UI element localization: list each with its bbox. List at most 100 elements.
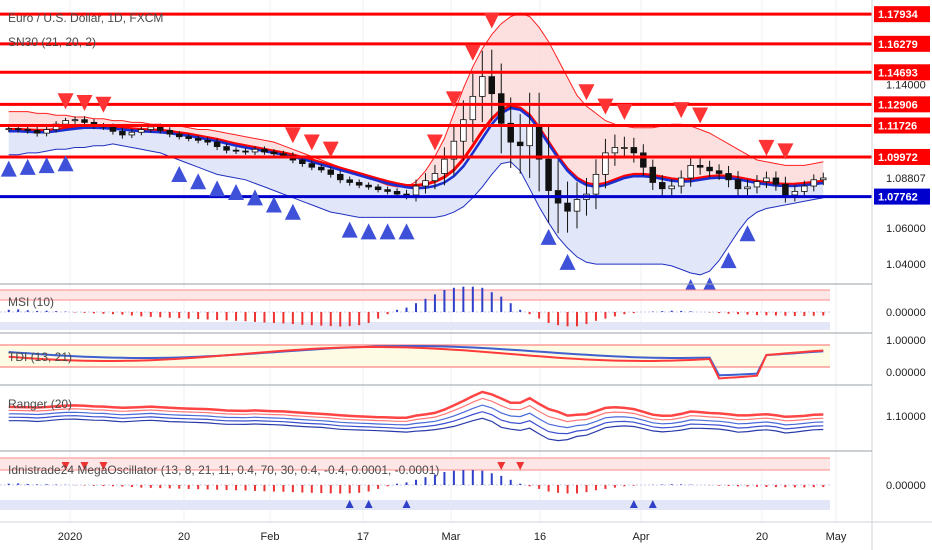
ranger-label: Ranger (20) [8, 397, 72, 411]
candle [573, 182, 581, 229]
x-label-4: Mar [442, 531, 461, 543]
price-tick-1: 1.06000 [886, 223, 926, 235]
level-tag-text-3: 1.12906 [878, 99, 918, 111]
x-label-1: 20 [178, 531, 190, 543]
level-tag-text-6: 1.07762 [878, 192, 918, 204]
candle-body [715, 170, 723, 174]
candle-body [810, 179, 818, 187]
candle-body [479, 76, 486, 97]
x-label-5: 16 [534, 531, 546, 543]
candle [820, 172, 827, 186]
msi-label: MSI (10) [8, 295, 54, 309]
bull-arrow [341, 221, 358, 238]
candle-body [71, 119, 79, 122]
bear-arrow [57, 93, 74, 110]
candle [355, 179, 363, 189]
candle-body [33, 130, 41, 134]
main-pane [0, 0, 872, 522]
candle [384, 186, 391, 195]
candle-body [109, 126, 117, 132]
bull-arrow [398, 223, 415, 240]
candle-body [242, 150, 249, 153]
candle-body [14, 128, 22, 131]
candle-body [5, 128, 12, 131]
candle-body [393, 191, 401, 195]
candle [763, 171, 770, 189]
candle [640, 144, 647, 176]
bull-arrow [190, 173, 207, 190]
time-axis[interactable]: 2020 20 Feb 17 Mar 16 Apr 20 May [0, 521, 932, 543]
x-label-8: May [826, 531, 847, 543]
level-tag-text-1: 1.16279 [878, 39, 918, 51]
horizontal-levels[interactable] [0, 12, 872, 199]
mega-bear-arrow [99, 462, 108, 470]
candle-body [441, 158, 448, 174]
mega-bear-arrow [497, 462, 506, 470]
bull-arrow [38, 157, 55, 174]
mega-bear-arrow [516, 462, 525, 470]
candle-body [138, 129, 145, 133]
candle [431, 164, 439, 190]
price-scale[interactable]: 1.04000 1.06000 1.08807 1.14000 1.17934 1.16… [871, 0, 932, 550]
candle-body [801, 185, 808, 192]
candle-body [753, 181, 761, 188]
candle-body [611, 147, 619, 154]
candle-body [649, 166, 657, 183]
x-label-2: Feb [261, 531, 280, 543]
mega-bull-arrow [629, 500, 638, 508]
mega-value: 0.00000 [886, 480, 926, 492]
candle-body [772, 177, 780, 185]
level-tag-text-4: 1.11726 [878, 120, 917, 132]
mega-bull-arrow [648, 500, 657, 508]
candle-body [744, 186, 751, 190]
lower-band-line [8, 143, 824, 276]
level-tag-5 [874, 148, 930, 165]
candle-body [706, 166, 713, 172]
candle [422, 173, 429, 194]
candle-body [204, 139, 211, 143]
candle-body [573, 199, 581, 212]
candle [592, 159, 600, 210]
price-tick-0: 1.04000 [886, 259, 926, 271]
candle-body [62, 120, 69, 125]
bull-arrow [19, 158, 36, 175]
level-tag-1 [874, 35, 930, 52]
candle [365, 182, 372, 190]
candle-body [346, 179, 353, 183]
candle-body [81, 119, 88, 123]
mega-bear-arrow [80, 462, 89, 470]
candle-body [696, 165, 704, 168]
candle [374, 184, 382, 193]
bear-arrow [284, 127, 301, 144]
candle-body [488, 76, 496, 95]
candle-body [677, 177, 685, 187]
bull-arrow [246, 189, 263, 206]
candle [545, 126, 552, 223]
candle-body [782, 183, 789, 196]
candle [71, 116, 79, 124]
candle-body [261, 148, 268, 153]
candle [346, 176, 353, 186]
candle [175, 131, 183, 140]
candle-body [460, 119, 467, 142]
bear-arrow [322, 141, 339, 158]
mega-bull-arrow [345, 500, 354, 508]
candle [33, 127, 41, 137]
bear-arrow [777, 143, 794, 160]
candle-body [175, 133, 183, 138]
candle [308, 160, 316, 171]
candle [744, 179, 751, 197]
chart-title: Euro / U.S. Dollar, 1D, FXCM [8, 11, 163, 25]
candle-body [355, 182, 363, 186]
bull-arrow [171, 166, 188, 183]
bull-arrow [739, 225, 756, 242]
candle-body [157, 126, 164, 131]
candle-body [450, 140, 458, 160]
mega-bear-arrow [61, 462, 70, 470]
bear-arrow [692, 107, 709, 124]
x-label-0: 2020 [58, 531, 82, 543]
msi-pane: MSI (10) 0.00000 [0, 283, 926, 330]
price-tick-3: 1.14000 [886, 80, 926, 92]
candle [204, 137, 211, 146]
